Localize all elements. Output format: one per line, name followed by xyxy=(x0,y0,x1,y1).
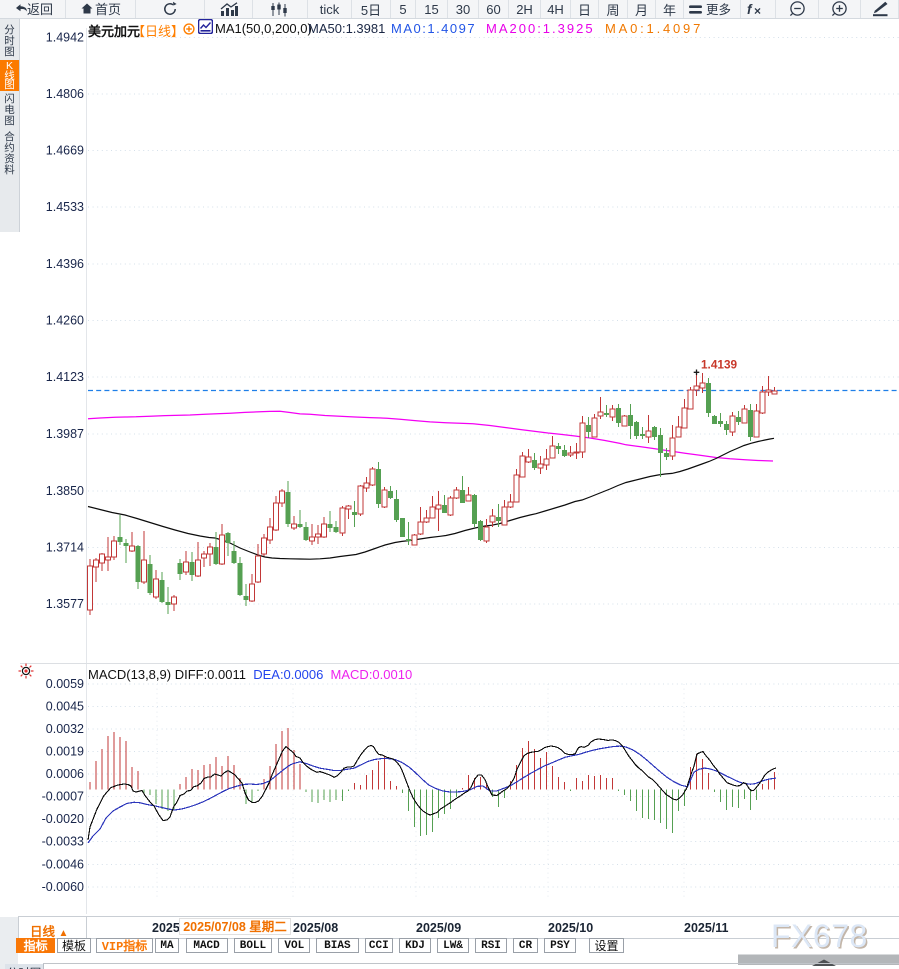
svg-text:-0.0020: -0.0020 xyxy=(42,812,84,826)
svg-text:-0.0033: -0.0033 xyxy=(42,835,84,849)
svg-text:0.0059: 0.0059 xyxy=(46,677,84,691)
svg-text:-0.0060: -0.0060 xyxy=(42,880,84,894)
svg-text:1.3850: 1.3850 xyxy=(46,484,84,498)
svg-text:1.4260: 1.4260 xyxy=(46,314,84,328)
svg-text:1.3714: 1.3714 xyxy=(46,541,84,555)
svg-text:1.4533: 1.4533 xyxy=(46,200,84,214)
svg-text:更多: 更多 xyxy=(706,3,731,17)
svg-text:×: × xyxy=(754,4,761,17)
svg-text:1.4139: 1.4139 xyxy=(701,358,738,372)
svg-text:首页: 首页 xyxy=(95,2,121,16)
svg-text:-0.0007: -0.0007 xyxy=(42,790,84,804)
svg-text:1.4396: 1.4396 xyxy=(46,257,84,271)
svg-text:-0.0046: -0.0046 xyxy=(42,858,84,872)
svg-text:0.0045: 0.0045 xyxy=(46,700,84,714)
svg-text:0.0032: 0.0032 xyxy=(46,722,84,736)
svg-text:0.0006: 0.0006 xyxy=(46,767,84,781)
svg-text:1.4123: 1.4123 xyxy=(46,370,84,384)
svg-text:1.4669: 1.4669 xyxy=(46,144,84,158)
svg-text:0.0019: 0.0019 xyxy=(46,745,84,759)
svg-text:返回: 返回 xyxy=(27,2,53,16)
svg-text:f: f xyxy=(747,2,753,17)
svg-text:1.3577: 1.3577 xyxy=(46,597,84,611)
svg-text:1.3987: 1.3987 xyxy=(46,427,84,441)
svg-text:1.4806: 1.4806 xyxy=(46,87,84,101)
svg-text:1.4942: 1.4942 xyxy=(46,31,84,45)
